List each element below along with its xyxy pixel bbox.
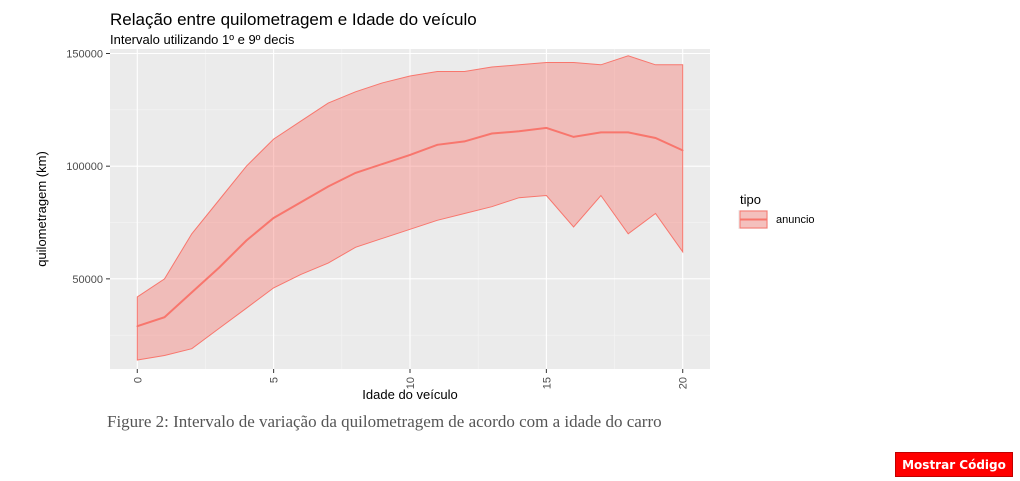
median-point [136, 325, 139, 327]
ribbon-area-anuncio [136, 55, 684, 361]
median-point [163, 316, 166, 318]
x-tick-label: 0 [132, 377, 144, 383]
median-point [654, 137, 657, 139]
median-point [218, 266, 220, 269]
y-tick-label: 100000 [66, 161, 103, 173]
median-point [518, 130, 520, 133]
median-point [191, 291, 193, 294]
median-point [436, 143, 439, 146]
median-point [681, 149, 684, 152]
median-point [327, 185, 329, 188]
median-point [245, 239, 248, 242]
median-point [300, 201, 302, 204]
x-tick-label: 10 [405, 377, 417, 389]
legend: tipo anuncio [738, 192, 815, 229]
median-point [463, 140, 466, 143]
chart-title: Relação entre quilometragem e Idade do v… [110, 10, 477, 29]
legend-entry-anuncio: anuncio [776, 214, 815, 226]
legend-title: tipo [740, 192, 761, 207]
grid-lines [110, 49, 710, 369]
median-point [545, 127, 548, 129]
median-point [272, 217, 275, 219]
y-tick-label: 50000 [72, 274, 103, 286]
y-tick-label: 150000 [66, 49, 103, 61]
median-point [381, 163, 384, 165]
x-axis-title: Idade do veículo [362, 387, 457, 402]
median-point [572, 136, 575, 138]
median-point [491, 132, 493, 135]
chart-subtitle: Intervalo utilizando 1º e 9º decis [110, 32, 295, 47]
x-tick-label: 5 [269, 377, 281, 383]
show-code-button[interactable]: Mostrar Código [895, 452, 1013, 477]
median-point [627, 131, 629, 134]
y-axis-title: quilometragem (km) [34, 151, 49, 267]
median-point [354, 172, 357, 174]
median-point [600, 131, 602, 134]
data-layer [136, 55, 684, 361]
axes: 0 5 10 15 20 50000 100000 150000 [66, 49, 689, 390]
figure-caption: Figure 2: Intervalo de variação da quilo… [107, 412, 662, 431]
median-point [409, 154, 411, 156]
x-tick-label: 15 [541, 377, 553, 389]
x-tick-label: 20 [678, 377, 690, 389]
